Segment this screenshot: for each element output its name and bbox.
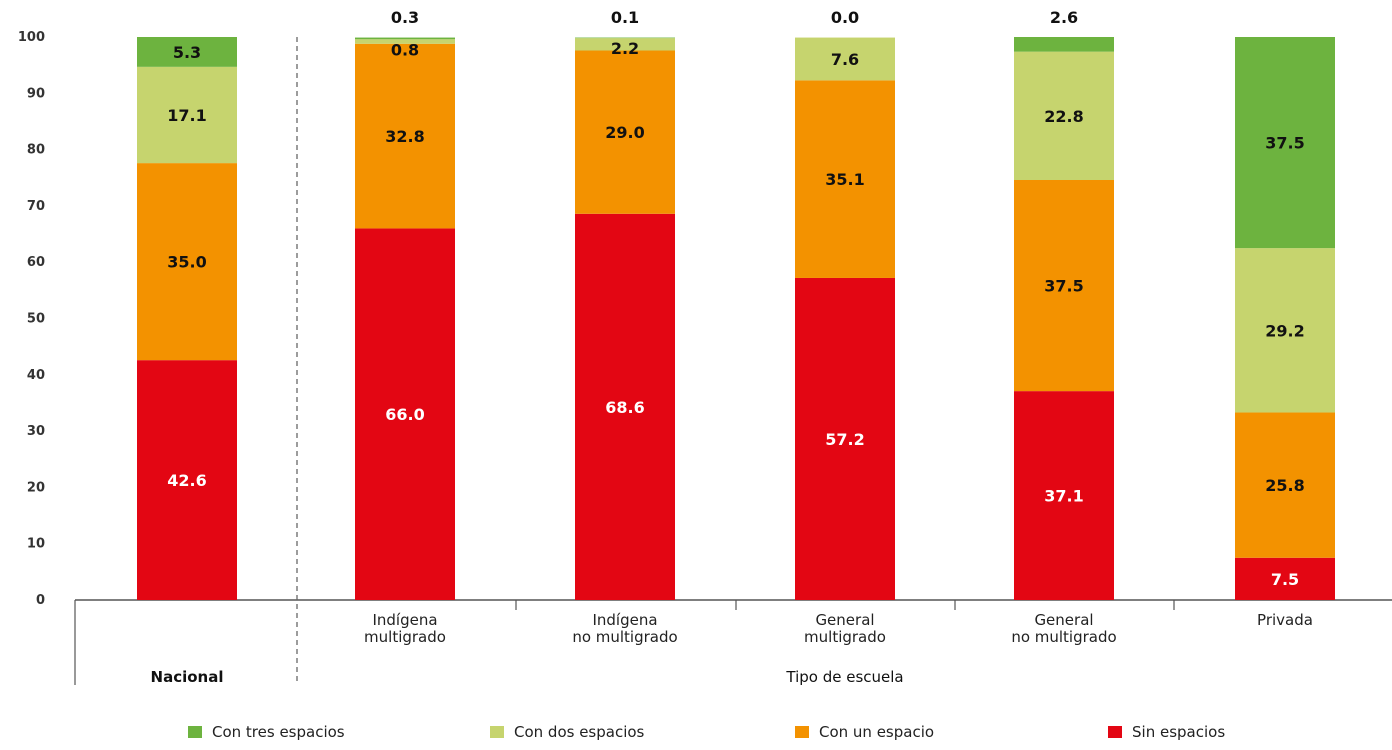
category-label: Privada [1257,611,1313,629]
data-label: 2.2 [611,39,639,58]
y-tick-label: 60 [27,255,45,270]
bars-layer [137,37,1335,601]
bar-segment [575,213,675,601]
category-label: Indígena no multigrado [572,611,677,646]
bar-segment [137,163,237,361]
category-label: General no multigrado [1011,611,1116,646]
bar-segment [1235,557,1335,600]
bar-segment [1014,51,1114,181]
y-tick-label: 50 [27,312,45,327]
category-label: Indígena multigrado [364,611,446,646]
bar-segment [1235,248,1335,413]
legend-swatch [795,726,809,738]
bar-segment [1014,391,1114,600]
legend-label: Con un espacio [819,723,934,741]
data-label: 5.3 [173,43,201,62]
y-tick-label: 40 [27,368,45,383]
data-label: 7.5 [1271,570,1299,589]
data-label: 7.6 [831,50,859,69]
value-labels-layer: 42.6 35.0 17.1 5.3 66.0 32.8 0.8 0.3 68.6 29.0 2.2… [167,8,1304,589]
bar-segment [1014,37,1114,52]
category-label: General multigrado [804,611,886,646]
bar-segment [137,66,237,164]
bar-segment [1235,37,1335,249]
bar-segment [137,37,237,67]
data-label: 0.0 [831,8,859,27]
data-label: 17.1 [167,106,206,125]
bar-segment [137,360,237,600]
legend-label: Con tres espacios [212,723,345,741]
data-label: 37.5 [1265,134,1304,153]
data-label: 32.8 [385,127,424,146]
data-label: 37.1 [1044,487,1083,506]
data-label: 0.3 [391,8,419,27]
data-label: 42.6 [167,471,206,490]
bar-segment [355,39,455,44]
data-label: 29.0 [605,123,644,142]
legend-swatch [188,726,202,738]
y-tick-label: 90 [27,86,45,101]
data-label: 37.5 [1044,277,1083,296]
group-label-nacional: Nacional [151,668,224,686]
data-label: 68.6 [605,398,644,417]
bar-segment [355,37,455,40]
data-label: 57.2 [825,430,864,449]
bar-segment [355,43,455,229]
data-label: 2.6 [1050,8,1078,27]
legend-label: Con dos espacios [514,723,645,741]
data-label: 29.2 [1265,321,1304,340]
bar-segment [575,50,675,214]
axes-layer: 0 10 20 30 40 50 60 70 80 90 100 Indígena multigrado… [18,30,1392,686]
data-label: 25.8 [1265,476,1304,495]
y-tick-label: 0 [36,593,45,608]
legend-swatch [490,726,504,738]
y-tick-label: 100 [18,30,45,45]
y-tick-label: 80 [27,143,45,158]
data-label: 0.8 [391,40,419,59]
bar-segment [795,37,895,81]
y-tick-label: 30 [27,424,45,439]
bar-segment [1014,180,1114,392]
bar-segment [1235,412,1335,558]
bar-segment [795,277,895,600]
bar-segment [795,80,895,278]
legend-label: Sin espacios [1132,723,1225,741]
y-tick-label: 10 [27,537,45,552]
data-label: 35.1 [825,170,864,189]
bar-segment [575,37,675,39]
group-label-tipo-escuela: Tipo de escuela [785,668,903,686]
legend: Con tres espacios Con dos espacios Con un … [188,723,1225,741]
data-label: 0.1 [611,8,639,27]
data-label: 35.0 [167,253,206,272]
data-label: 66.0 [385,405,424,424]
bar-segment [355,228,455,601]
data-label: 22.8 [1044,107,1083,126]
legend-swatch [1108,726,1122,738]
bar-segment [575,38,675,51]
y-tick-label: 70 [27,199,45,214]
y-tick-label: 20 [27,480,45,495]
